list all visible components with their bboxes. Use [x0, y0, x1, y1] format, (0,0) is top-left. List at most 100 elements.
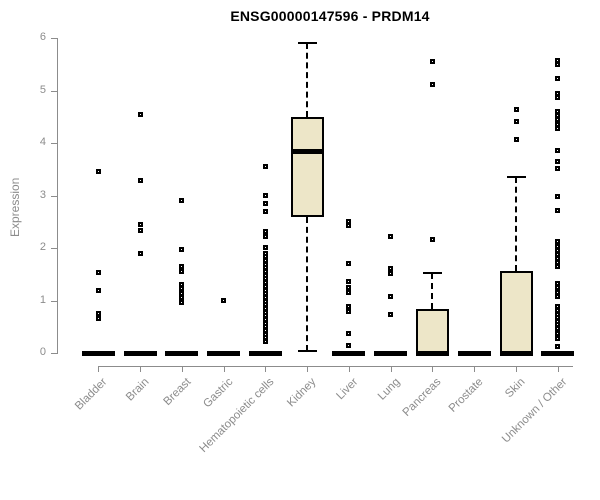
x-axis-tick	[98, 366, 100, 372]
median-breast	[165, 351, 199, 356]
outlier-point-skin	[513, 107, 519, 113]
outlier-point-liver	[346, 342, 352, 348]
outlier-point-pancreas	[429, 59, 435, 65]
box-kidney	[290, 116, 324, 217]
outlier-point-hematopoietic-cells	[262, 208, 268, 214]
outlier-point-breast	[179, 299, 185, 305]
x-tick-label-prostate: Prostate	[446, 376, 486, 415]
y-axis-tick	[51, 353, 57, 354]
outlier-point-unknown-other	[555, 260, 561, 266]
outlier-point-lung	[388, 265, 394, 271]
outlier-point-liver	[346, 285, 352, 291]
box-pancreas	[415, 309, 449, 353]
outlier-point-unknown-other	[555, 148, 561, 154]
x-tick-label-breast: Breast	[161, 376, 194, 408]
x-tick-label-gastric: Gastric	[200, 376, 236, 411]
outlier-point-lung	[388, 294, 394, 300]
outlier-point-breast	[179, 290, 185, 296]
x-axis-tick	[516, 366, 517, 372]
outlier-point-liver	[346, 290, 352, 296]
outlier-point-liver	[346, 330, 352, 336]
median-lung	[374, 351, 408, 356]
x-tick-label-hematopoietic-cells: Hematopoietic cells	[197, 376, 277, 455]
outlier-point-bladder	[95, 288, 101, 294]
outlier-point-pancreas	[429, 236, 435, 242]
x-tick-label-brain: Brain	[124, 376, 152, 404]
outlier-point-unknown-other	[555, 109, 561, 114]
outlier-point-brain	[137, 178, 143, 184]
outlier-point-breast	[179, 286, 185, 292]
x-axis-tick	[181, 366, 183, 372]
x-axis-tick	[348, 366, 350, 372]
outlier-point-unknown-other	[555, 290, 561, 296]
upper-whisker-cap-pancreas	[422, 271, 442, 274]
y-axis-tick	[51, 143, 57, 144]
outlier-point-breast	[179, 198, 185, 204]
outlier-point-unknown-other	[555, 335, 561, 341]
outlier-point-unknown-other	[555, 330, 561, 336]
x-tick-label-skin: Skin	[503, 376, 528, 401]
outlier-point-unknown-other	[555, 247, 561, 253]
upper-whisker-kidney	[306, 43, 309, 117]
outlier-point-brain	[137, 227, 143, 233]
y-axis-tick	[51, 300, 57, 302]
x-axis-tick	[432, 366, 434, 372]
median-unknown-other	[541, 351, 575, 356]
median-gastric	[207, 351, 241, 356]
y-tick-label: 2	[39, 241, 46, 253]
upper-whisker-cap-kidney	[297, 42, 317, 45]
outlier-point-unknown-other	[555, 256, 561, 261]
box-skin	[499, 270, 533, 353]
x-axis-line	[98, 366, 573, 367]
x-axis-tick	[265, 366, 267, 372]
outlier-point-breast	[179, 269, 185, 275]
outlier-point-hematopoietic-cells	[262, 200, 268, 206]
upper-whisker-skin	[515, 176, 517, 271]
y-tick-label: 6	[39, 31, 46, 43]
outlier-point-hematopoietic-cells	[262, 338, 268, 344]
outlier-point-breast	[179, 247, 185, 253]
outlier-point-unknown-other	[555, 94, 561, 100]
x-axis-tick	[140, 366, 142, 372]
outlier-point-unknown-other	[555, 280, 561, 286]
outlier-point-bladder	[95, 270, 101, 276]
outlier-point-lung	[388, 233, 394, 239]
outlier-point-breast	[179, 264, 185, 270]
outlier-point-unknown-other	[555, 194, 561, 200]
median-prostate	[457, 351, 491, 356]
outlier-point-unknown-other	[555, 325, 561, 331]
median-brain	[123, 351, 157, 356]
outlier-point-gastric	[221, 298, 227, 303]
y-tick-label: 5	[39, 83, 46, 96]
median-liver	[332, 351, 366, 356]
outlier-point-hematopoietic-cells	[262, 229, 268, 235]
outlier-point-unknown-other	[555, 57, 561, 63]
x-axis-tick	[390, 366, 392, 372]
x-tick-label-pancreas: Pancreas	[401, 376, 444, 419]
outlier-point-hematopoietic-cells	[262, 164, 268, 170]
outlier-point-liver	[346, 223, 352, 229]
y-tick-label: 3	[39, 188, 46, 201]
outlier-point-lung	[388, 270, 394, 276]
outlier-point-brain	[137, 250, 143, 256]
outlier-point-unknown-other	[555, 239, 561, 245]
outlier-point-bladder	[95, 316, 101, 322]
lower-whisker-kidney	[306, 216, 309, 352]
outlier-point-brain	[137, 221, 143, 227]
outlier-point-unknown-other	[555, 251, 561, 257]
outlier-point-skin	[513, 137, 519, 143]
outlier-point-skin	[513, 118, 519, 124]
outlier-point-pancreas	[429, 81, 435, 87]
outlier-point-unknown-other	[555, 294, 561, 300]
outlier-point-hematopoietic-cells	[262, 244, 268, 250]
x-axis-tick	[307, 366, 309, 372]
outlier-point-liver	[346, 219, 352, 225]
upper-whisker-cap-skin	[506, 175, 526, 178]
x-tick-label-liver: Liver	[334, 376, 361, 403]
outlier-point-hematopoietic-cells	[262, 193, 268, 198]
median-skin	[499, 351, 533, 356]
outlier-point-breast	[179, 281, 185, 287]
outlier-point-brain	[137, 111, 143, 117]
